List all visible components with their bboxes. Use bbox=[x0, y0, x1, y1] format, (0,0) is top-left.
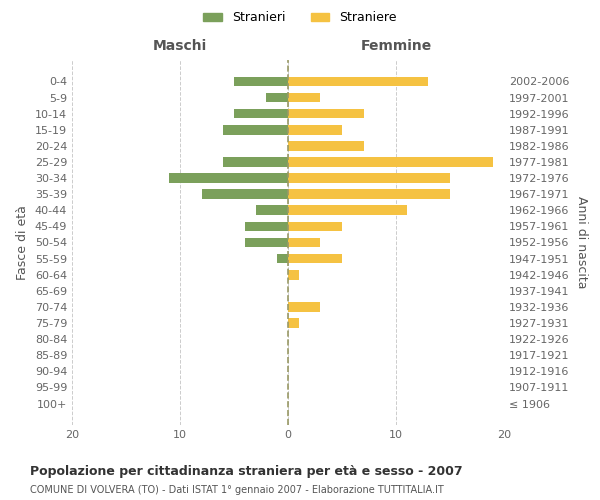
Bar bbox=[288, 173, 450, 183]
Bar bbox=[234, 109, 288, 118]
Bar bbox=[256, 206, 288, 215]
Bar bbox=[288, 157, 493, 167]
Bar bbox=[288, 318, 299, 328]
Bar bbox=[288, 302, 320, 312]
Text: Maschi: Maschi bbox=[153, 38, 207, 52]
Bar bbox=[223, 125, 288, 134]
Text: Popolazione per cittadinanza straniera per età e sesso - 2007: Popolazione per cittadinanza straniera p… bbox=[30, 465, 463, 478]
Bar bbox=[245, 222, 288, 231]
Legend: Stranieri, Straniere: Stranieri, Straniere bbox=[198, 6, 402, 29]
Bar bbox=[234, 76, 288, 86]
Bar bbox=[288, 125, 342, 134]
Bar bbox=[288, 109, 364, 118]
Bar bbox=[288, 190, 450, 199]
Bar bbox=[277, 254, 288, 264]
Bar bbox=[288, 254, 342, 264]
Bar bbox=[169, 173, 288, 183]
Bar bbox=[245, 238, 288, 248]
Bar bbox=[288, 141, 364, 150]
Bar bbox=[288, 206, 407, 215]
Bar bbox=[288, 238, 320, 248]
Bar bbox=[288, 92, 320, 102]
Y-axis label: Fasce di età: Fasce di età bbox=[16, 205, 29, 280]
Text: COMUNE DI VOLVERA (TO) - Dati ISTAT 1° gennaio 2007 - Elaborazione TUTTITALIA.IT: COMUNE DI VOLVERA (TO) - Dati ISTAT 1° g… bbox=[30, 485, 444, 495]
Y-axis label: Anni di nascita: Anni di nascita bbox=[575, 196, 588, 289]
Bar bbox=[266, 92, 288, 102]
Bar bbox=[288, 76, 428, 86]
Bar bbox=[223, 157, 288, 167]
Bar bbox=[288, 222, 342, 231]
Text: Femmine: Femmine bbox=[361, 38, 431, 52]
Bar bbox=[288, 270, 299, 280]
Bar bbox=[202, 190, 288, 199]
